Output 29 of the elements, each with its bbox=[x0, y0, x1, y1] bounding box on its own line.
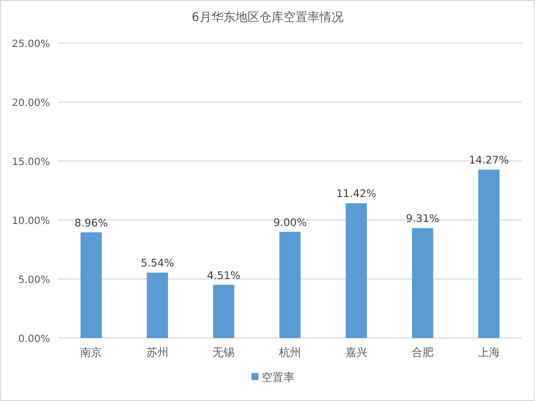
y-tick-label: 5.00% bbox=[18, 275, 50, 286]
data-label: 5.54% bbox=[140, 258, 174, 270]
data-label: 8.96% bbox=[74, 217, 108, 230]
bar bbox=[478, 170, 500, 338]
y-tick-label: 0.00% bbox=[18, 334, 50, 345]
data-label: 11.42% bbox=[336, 188, 376, 200]
data-label: 14.27% bbox=[468, 154, 509, 167]
x-tick-label: 合肥 bbox=[412, 346, 434, 359]
x-tick-label: 苏州 bbox=[146, 346, 168, 359]
bar bbox=[412, 228, 434, 338]
bar bbox=[213, 284, 234, 338]
x-tick-label: 无锡 bbox=[212, 346, 235, 359]
data-label: 4.51% bbox=[207, 270, 240, 282]
bar bbox=[80, 232, 102, 338]
x-tick-label: 上海 bbox=[478, 346, 500, 359]
bar bbox=[279, 232, 301, 338]
y-tick-label: 25.00% bbox=[12, 39, 50, 50]
bar bbox=[146, 272, 168, 338]
chart-title: 6月华东地区仓库空置率情况 bbox=[192, 10, 344, 24]
x-tick-label: 南京 bbox=[80, 346, 102, 359]
data-label: 9.00% bbox=[273, 216, 307, 229]
data-label: 9.31% bbox=[406, 213, 440, 226]
x-tick-label: 嘉兴 bbox=[345, 346, 368, 359]
y-tick-label: 15.00% bbox=[12, 157, 50, 168]
legend-label: 空置率 bbox=[262, 371, 294, 384]
bar bbox=[346, 203, 367, 338]
y-tick-label: 20.00% bbox=[12, 98, 50, 109]
x-tick-label: 杭州 bbox=[278, 346, 301, 359]
y-tick-label: 10.00% bbox=[12, 216, 50, 227]
